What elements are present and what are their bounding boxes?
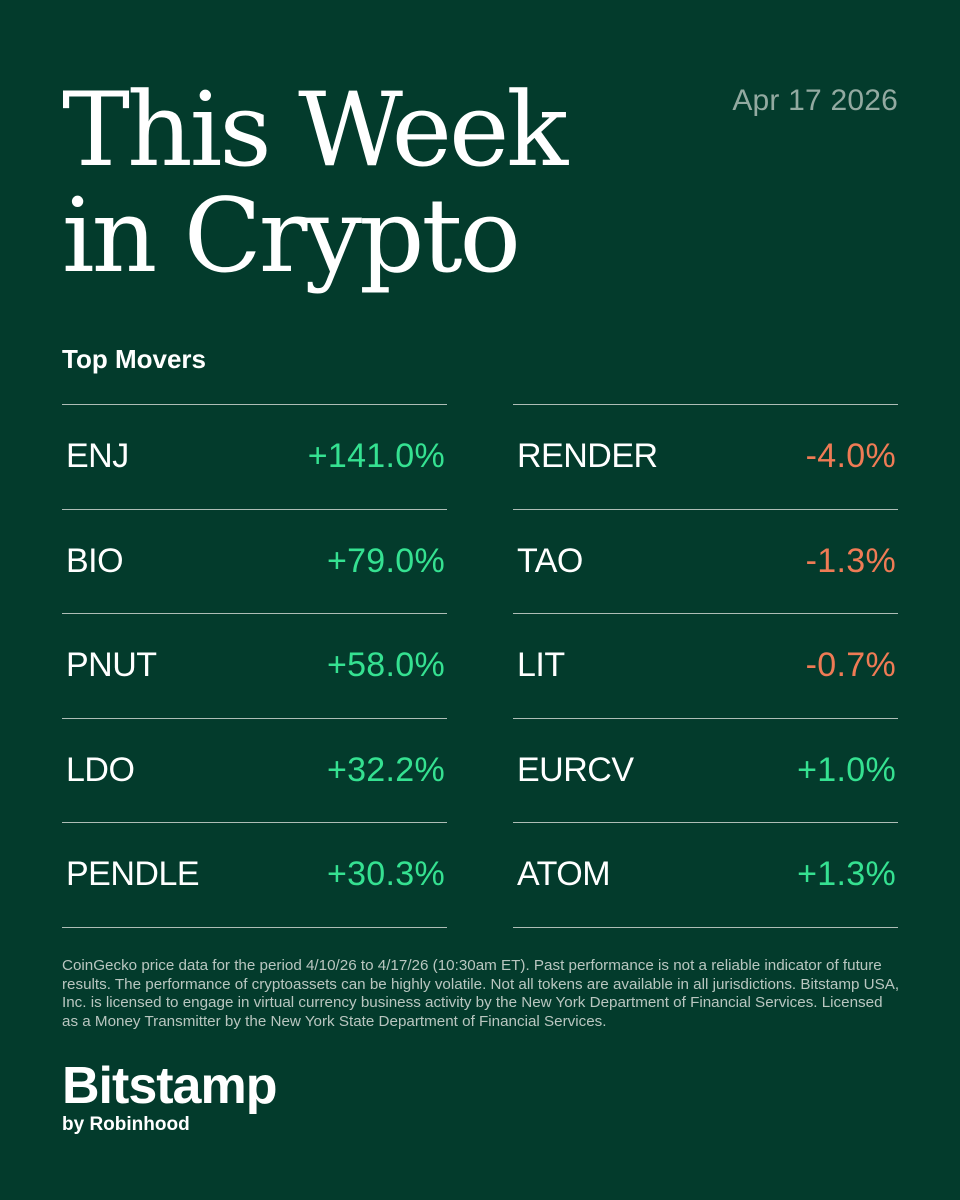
mover-row: TAO -1.3% <box>513 510 898 614</box>
mover-change: -0.7% <box>805 646 896 685</box>
mover-change: +32.2% <box>326 750 445 789</box>
mover-row: ATOM +1.3% <box>513 823 898 928</box>
page-title-line-1: This Week <box>62 71 568 190</box>
mover-symbol: PENDLE <box>66 855 200 894</box>
mover-symbol: PNUT <box>66 646 157 685</box>
page-title: This Week in Crypto <box>62 71 568 296</box>
mover-row: EURCV +1.0% <box>513 719 898 823</box>
section-label-top-movers: Top Movers <box>62 344 206 374</box>
brand-name: Bitstamp <box>62 1057 277 1115</box>
mover-row: LDO +32.2% <box>62 719 447 823</box>
mover-symbol: ENJ <box>66 437 129 476</box>
movers-column-right: RENDER -4.0% TAO -1.3% LIT -0.7% EURCV +… <box>513 404 898 928</box>
mover-row: BIO +79.0% <box>62 510 447 614</box>
mover-symbol: TAO <box>517 541 583 580</box>
mover-symbol: ATOM <box>517 855 611 894</box>
mover-row: PNUT +58.0% <box>62 614 447 719</box>
disclaimer-text: CoinGecko price data for the period 4/10… <box>62 957 900 1030</box>
mover-symbol: RENDER <box>517 437 658 476</box>
mover-symbol: LIT <box>517 646 565 685</box>
movers-column-left: ENJ +141.0% BIO +79.0% PNUT +58.0% LDO +… <box>62 404 447 928</box>
mover-change: +1.0% <box>797 750 896 789</box>
bitstamp-logo: Bitstamp by Robinhood <box>62 1057 277 1136</box>
mover-symbol: BIO <box>66 541 124 580</box>
mover-row: ENJ +141.0% <box>62 405 447 510</box>
mover-row: LIT -0.7% <box>513 614 898 719</box>
mover-change: +1.3% <box>797 855 896 894</box>
mover-change: +58.0% <box>326 646 445 685</box>
mover-symbol: LDO <box>66 750 135 789</box>
page-title-line-2: in Crypto <box>62 177 521 296</box>
mover-row: RENDER -4.0% <box>513 405 898 510</box>
mover-row: PENDLE +30.3% <box>62 823 447 928</box>
mover-change: +79.0% <box>326 541 445 580</box>
mover-change: +141.0% <box>307 437 445 476</box>
mover-symbol: EURCV <box>517 750 634 789</box>
mover-change: -1.3% <box>805 541 896 580</box>
mover-change: +30.3% <box>326 855 445 894</box>
mover-change: -4.0% <box>805 437 896 476</box>
date-label: Apr 17 2026 <box>732 84 898 117</box>
brand-tagline: by Robinhood <box>62 1114 190 1135</box>
